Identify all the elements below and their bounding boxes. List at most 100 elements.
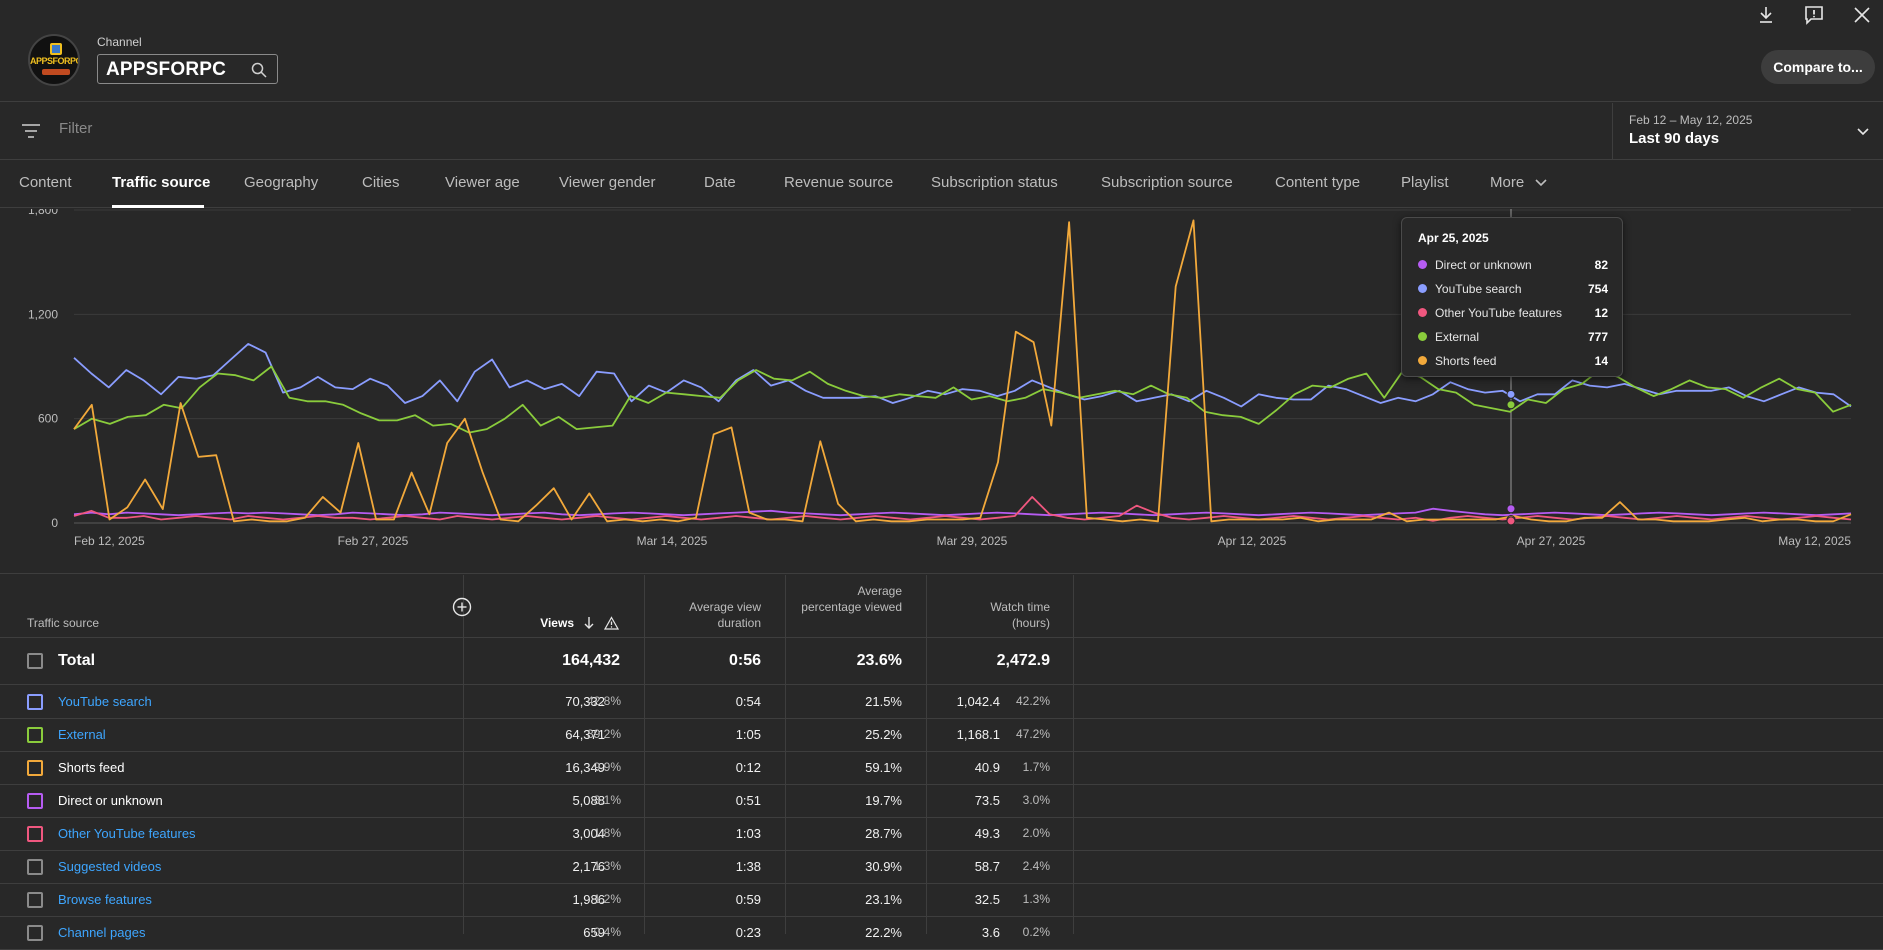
row-divider (0, 916, 1883, 917)
series-line-direct-or-unknown[interactable] (73, 507, 1852, 517)
close-icon[interactable] (1850, 3, 1874, 27)
views-percent: 3.1% (593, 793, 621, 807)
add-column-icon[interactable] (452, 597, 472, 617)
legend-dot (1418, 284, 1427, 293)
tab-date[interactable]: Date (704, 174, 736, 191)
tab-revenue-source[interactable]: Revenue source (784, 174, 894, 191)
series-line-shorts-feed[interactable] (73, 219, 1852, 523)
hover-point (1506, 516, 1516, 526)
row-divider (0, 850, 1883, 851)
top-bar: APPSFORPC Channel APPSFORPC Compare to..… (0, 0, 1883, 102)
row-checkbox[interactable] (27, 859, 43, 875)
traffic-source-name[interactable]: Suggested videos (58, 859, 162, 874)
compare-button[interactable]: Compare to... (1761, 50, 1875, 84)
views-value: 2,176 (572, 859, 605, 874)
tooltip-series-value: 777 (1587, 330, 1608, 344)
tab-cities[interactable]: Cities (362, 174, 400, 191)
watch-time-value: 73.5 (974, 793, 1000, 808)
sort-arrow-icon[interactable] (582, 616, 596, 630)
tab-subscription-source[interactable]: Subscription source (1101, 174, 1233, 191)
total-views: 164,432 (562, 652, 620, 669)
traffic-source-name[interactable]: Channel pages (58, 925, 146, 940)
views-percent: 1.2% (593, 892, 621, 906)
tab-subscription-status[interactable]: Subscription status (931, 174, 1058, 191)
date-range-dates: Feb 12 – May 12, 2025 (1629, 113, 1753, 127)
channel-label: Channel (97, 35, 142, 49)
column-divider (785, 575, 786, 934)
date-range-selector[interactable]: Feb 12 – May 12, 2025 Last 90 days (1612, 103, 1883, 160)
traffic-source-name[interactable]: YouTube search (58, 694, 152, 709)
traffic-source-table: Traffic source Views Average view durati… (0, 575, 1883, 950)
tab-more[interactable]: More (1490, 174, 1548, 191)
row-checkbox[interactable] (27, 793, 43, 809)
apv-value: 19.7% (865, 793, 902, 808)
avd-value: 0:12 (735, 760, 761, 775)
watch-time-value: 49.3 (974, 826, 1000, 841)
watch-time-percent: 47.2% (1015, 727, 1050, 741)
search-icon[interactable] (251, 62, 267, 78)
header-watch-time[interactable]: Watch time (hours) (990, 600, 1050, 630)
series-line-youtube-search[interactable] (73, 342, 1852, 408)
watch-time-percent: 1.7% (1022, 760, 1050, 774)
series-line-external[interactable] (73, 365, 1852, 434)
tab-more-label: More (1490, 174, 1525, 191)
active-tab-indicator (112, 205, 204, 208)
feedback-icon[interactable] (1802, 3, 1826, 27)
apv-value: 21.5% (865, 694, 902, 709)
views-percent: 9.9% (593, 760, 621, 774)
channel-selector[interactable]: APPSFORPC (97, 54, 278, 84)
traffic-source-name[interactable]: Other YouTube features (58, 826, 196, 841)
views-value: 70,332 (565, 694, 605, 709)
tab-geography[interactable]: Geography (244, 174, 319, 191)
views-value: 1,986 (572, 892, 605, 907)
row-checkbox[interactable] (27, 925, 43, 941)
tab-content[interactable]: Content (19, 174, 72, 191)
row-checkbox[interactable] (27, 826, 43, 842)
download-icon[interactable] (1754, 3, 1778, 27)
watch-time-value: 40.9 (974, 760, 1000, 775)
tab-traffic-source[interactable]: Traffic source (112, 174, 211, 191)
filter-input[interactable]: Filter (59, 120, 93, 137)
filter-icon[interactable] (21, 122, 41, 140)
header-average-view-duration[interactable]: Average view duration (689, 600, 761, 630)
y-tick-label: 1,800 (28, 209, 58, 217)
x-tick-label: Apr 12, 2025 (1218, 534, 1287, 548)
row-divider (0, 751, 1883, 752)
total-apv: 23.6% (856, 652, 902, 669)
legend-dot (1418, 308, 1427, 317)
traffic-source-name[interactable]: External (58, 727, 106, 742)
legend-dot (1418, 356, 1427, 365)
tab-viewer-gender[interactable]: Viewer gender (559, 174, 656, 191)
tab-playlist[interactable]: Playlist (1401, 174, 1449, 191)
apv-value: 30.9% (865, 859, 902, 874)
series-line-other-youtube-features[interactable] (73, 495, 1852, 522)
dimension-tabs: Content Traffic source Geography Cities … (0, 160, 1883, 208)
apv-value: 28.7% (865, 826, 902, 841)
total-checkbox[interactable] (27, 653, 43, 669)
watch-time-value: 32.5 (974, 892, 1000, 907)
row-checkbox[interactable] (27, 694, 43, 710)
chart-canvas[interactable]: 0 600 1,200 1,800 Feb 12, 2025 Feb 27, 2025 Ma… (0, 209, 1883, 574)
views-percent: 42.8% (586, 694, 621, 708)
traffic-chart[interactable]: 0 600 1,200 1,800 Feb 12, 2025 Feb 27, 2025 Ma… (0, 209, 1883, 574)
watch-time-percent: 1.3% (1022, 892, 1050, 906)
row-checkbox[interactable] (27, 727, 43, 743)
warning-icon[interactable] (604, 616, 619, 630)
tooltip-series-name: Direct or unknown (1435, 258, 1532, 272)
views-percent: 39.2% (586, 727, 621, 741)
traffic-source-name[interactable]: Browse features (58, 892, 152, 907)
tab-content-type[interactable]: Content type (1275, 174, 1361, 191)
channel-avatar[interactable]: APPSFORPC (28, 34, 80, 86)
header-traffic-source[interactable]: Traffic source (27, 616, 100, 630)
tab-viewer-age[interactable]: Viewer age (445, 174, 520, 191)
row-checkbox[interactable] (27, 892, 43, 908)
views-percent: 1.3% (593, 859, 621, 873)
x-tick-label: Mar 14, 2025 (637, 534, 708, 548)
x-tick-label: Feb 12, 2025 (74, 534, 145, 548)
row-checkbox[interactable] (27, 760, 43, 776)
avatar-logo-base (42, 69, 70, 75)
header-views[interactable]: Views (540, 616, 574, 630)
header-average-percentage-viewed[interactable]: Average percentage viewed (801, 584, 902, 614)
x-tick-label: Feb 27, 2025 (338, 534, 409, 548)
tooltip-row: Other YouTube features 12 (1418, 304, 1608, 322)
